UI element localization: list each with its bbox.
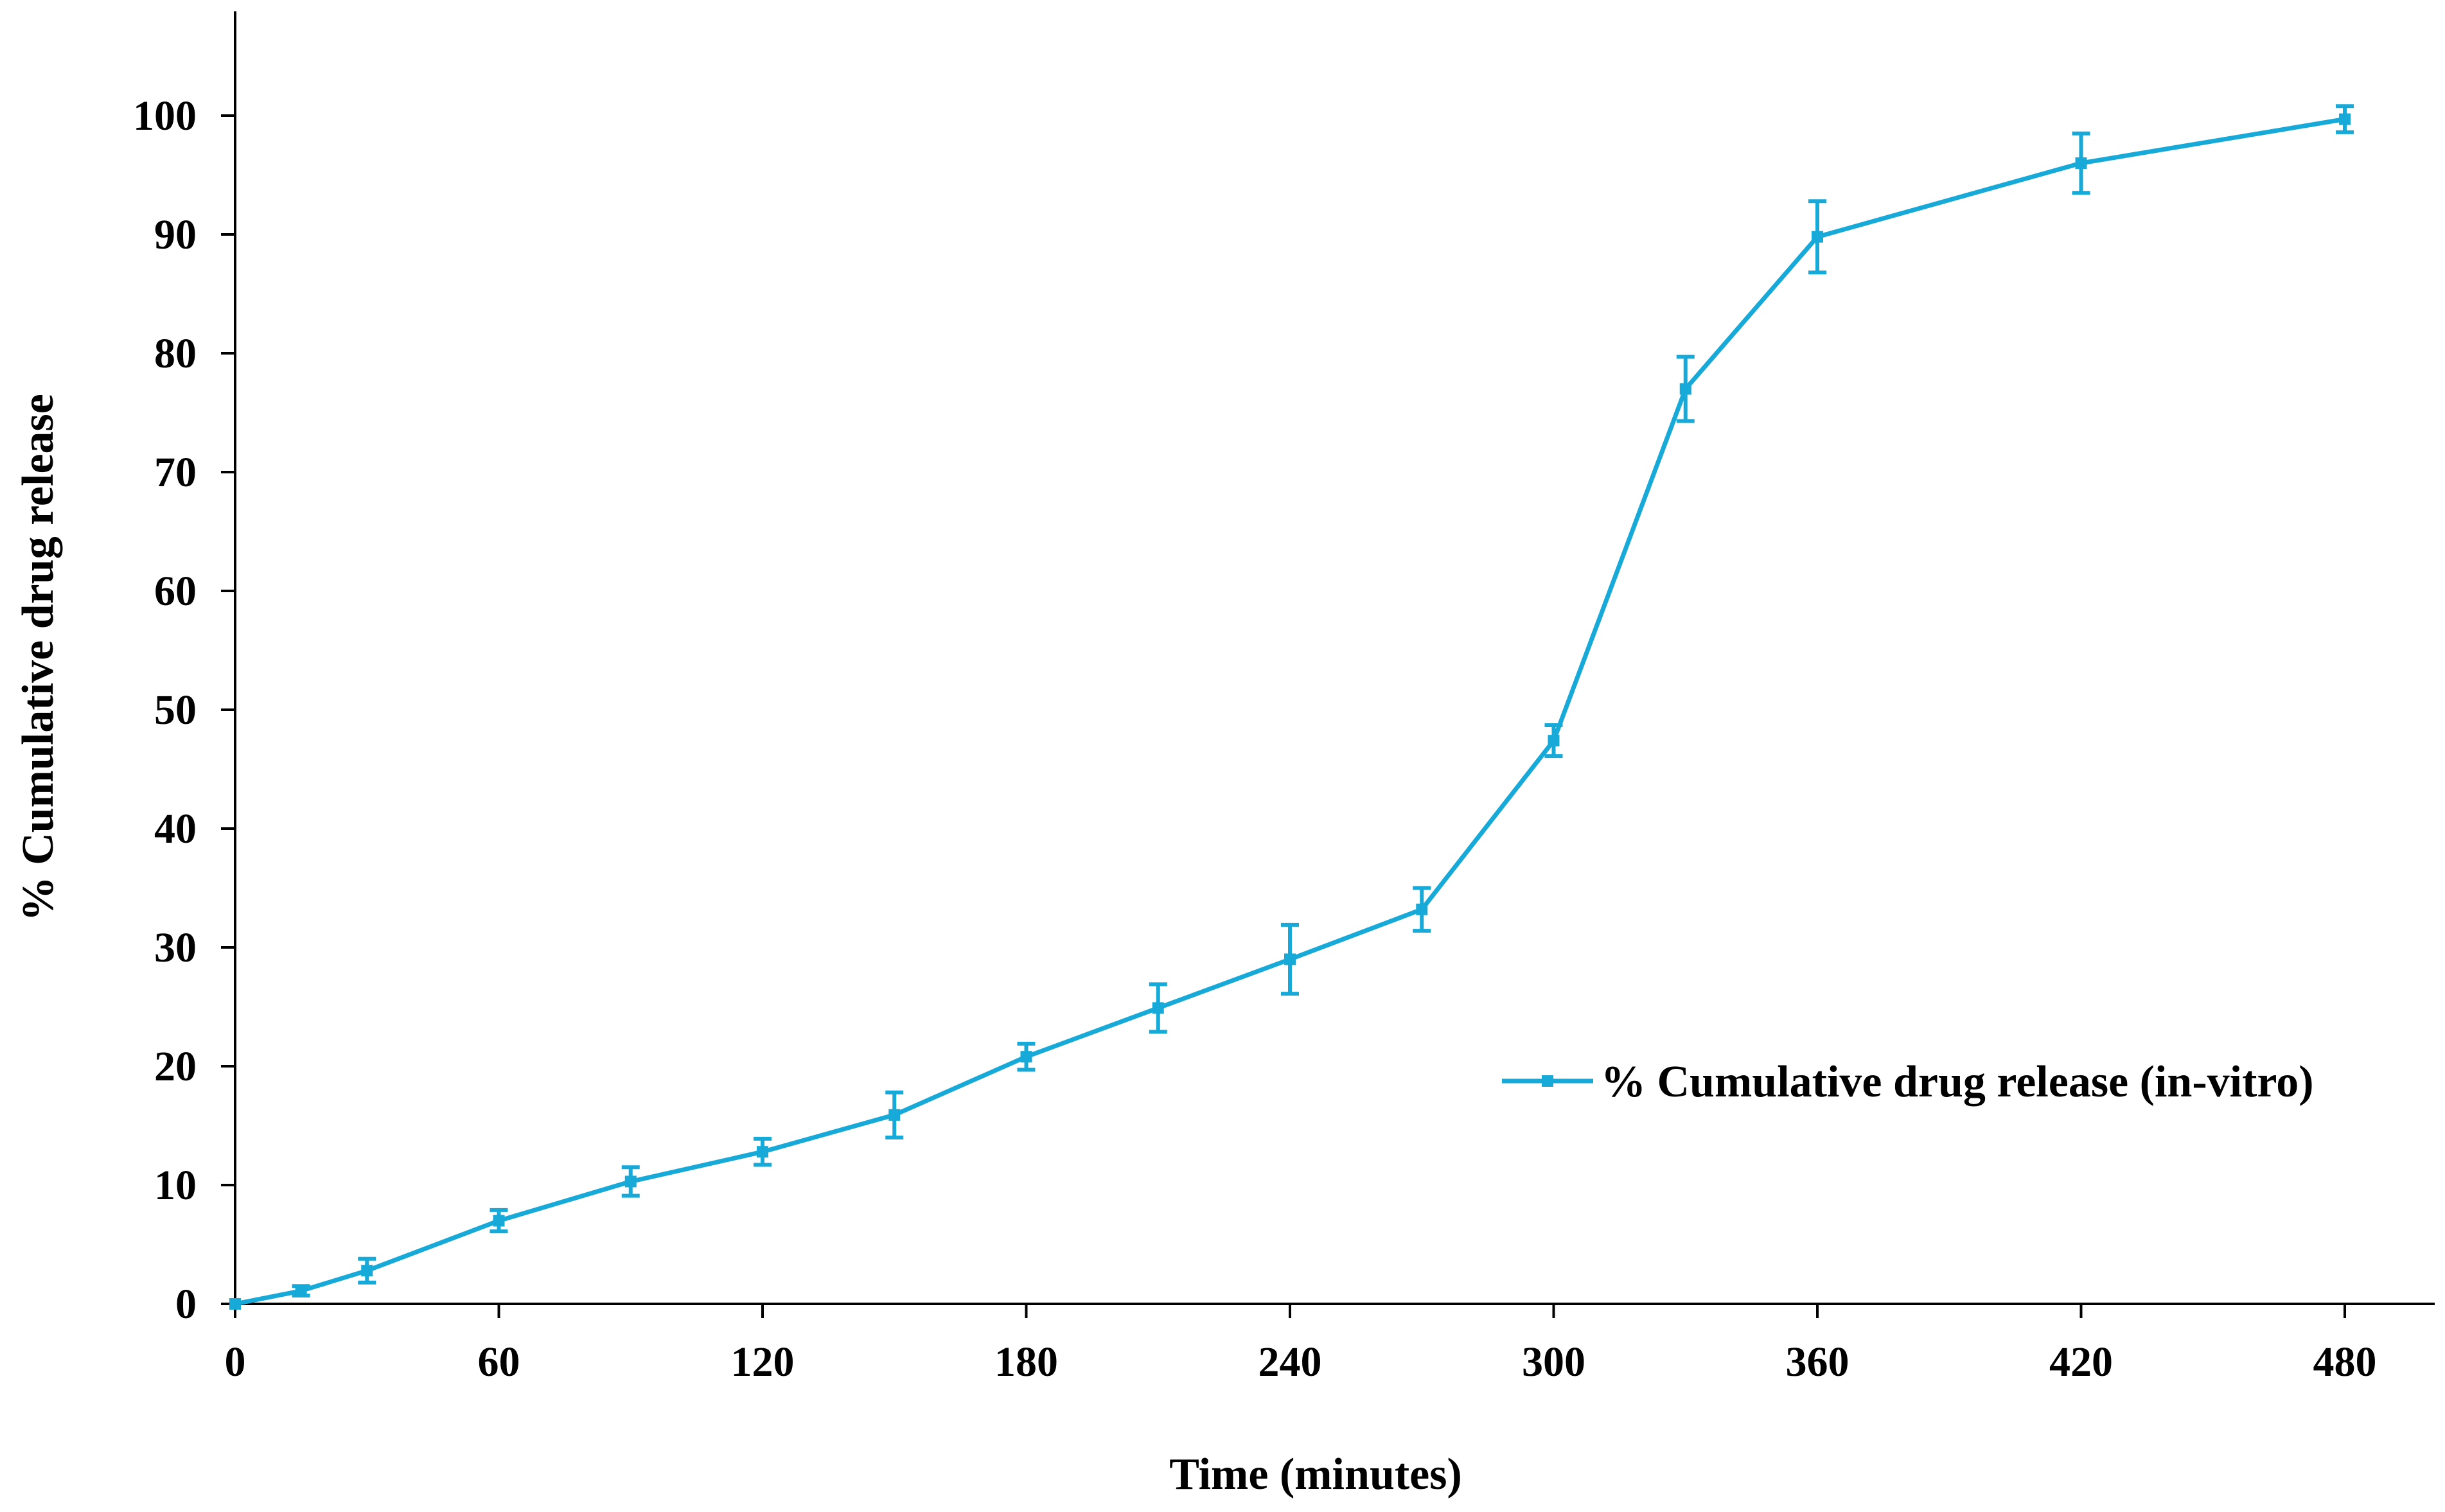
data-point bbox=[493, 1215, 505, 1227]
x-tick-label: 300 bbox=[1522, 1339, 1585, 1385]
data-point bbox=[624, 1175, 637, 1188]
x-axis-title: Time (minutes) bbox=[1169, 1450, 1462, 1499]
y-tick-label: 50 bbox=[154, 687, 197, 734]
data-point bbox=[1812, 231, 1823, 243]
data-point bbox=[229, 1298, 241, 1310]
data-point bbox=[757, 1146, 768, 1158]
y-axis-title: % Cumulative drug release bbox=[13, 394, 63, 921]
y-tick-label: 0 bbox=[175, 1281, 197, 1328]
data-point bbox=[2075, 157, 2087, 169]
x-tick-label: 360 bbox=[1786, 1339, 1849, 1385]
x-tick-label: 240 bbox=[1258, 1339, 1322, 1385]
legend: % Cumulative drug release (in-vitro) bbox=[1502, 1057, 2314, 1107]
data-point bbox=[888, 1109, 901, 1121]
y-tick-label: 40 bbox=[154, 805, 197, 852]
series-line bbox=[234, 117, 2345, 1306]
y-tick-label: 30 bbox=[154, 924, 197, 971]
x-tick-label: 120 bbox=[731, 1339, 795, 1385]
y-tick-label: 90 bbox=[154, 211, 197, 258]
data-point bbox=[1548, 735, 1560, 747]
y-tick-label: 20 bbox=[154, 1043, 197, 1090]
y-tick-label: 70 bbox=[154, 449, 197, 496]
y-tick-label: 80 bbox=[154, 330, 197, 377]
data-point bbox=[295, 1285, 307, 1297]
series-layer bbox=[229, 104, 2354, 1310]
data-point bbox=[361, 1265, 373, 1277]
data-point bbox=[1416, 903, 1428, 915]
data-point bbox=[1284, 953, 1296, 965]
data-point bbox=[1020, 1051, 1032, 1063]
x-tick-label: 480 bbox=[2313, 1339, 2377, 1385]
y-tick-label: 60 bbox=[154, 568, 197, 615]
axes: 0 10 20 30 40 50 60 70 80 90 100 0 60 120 180 240 300 360… bbox=[133, 11, 2435, 1385]
x-tick-label: 420 bbox=[2049, 1339, 2113, 1385]
y-tick-label: 100 bbox=[133, 92, 197, 139]
legend-marker-swatch bbox=[1542, 1075, 1553, 1087]
data-point bbox=[1679, 383, 1691, 395]
x-tick-label: 0 bbox=[225, 1339, 246, 1385]
x-tick-label: 60 bbox=[478, 1339, 520, 1385]
data-point bbox=[1152, 1002, 1164, 1014]
legend-entry-label: % Cumulative drug release (in-vitro) bbox=[1601, 1057, 2314, 1107]
y-tick-label: 10 bbox=[154, 1162, 197, 1209]
x-tick-label: 180 bbox=[994, 1339, 1058, 1385]
data-point bbox=[2339, 113, 2351, 125]
